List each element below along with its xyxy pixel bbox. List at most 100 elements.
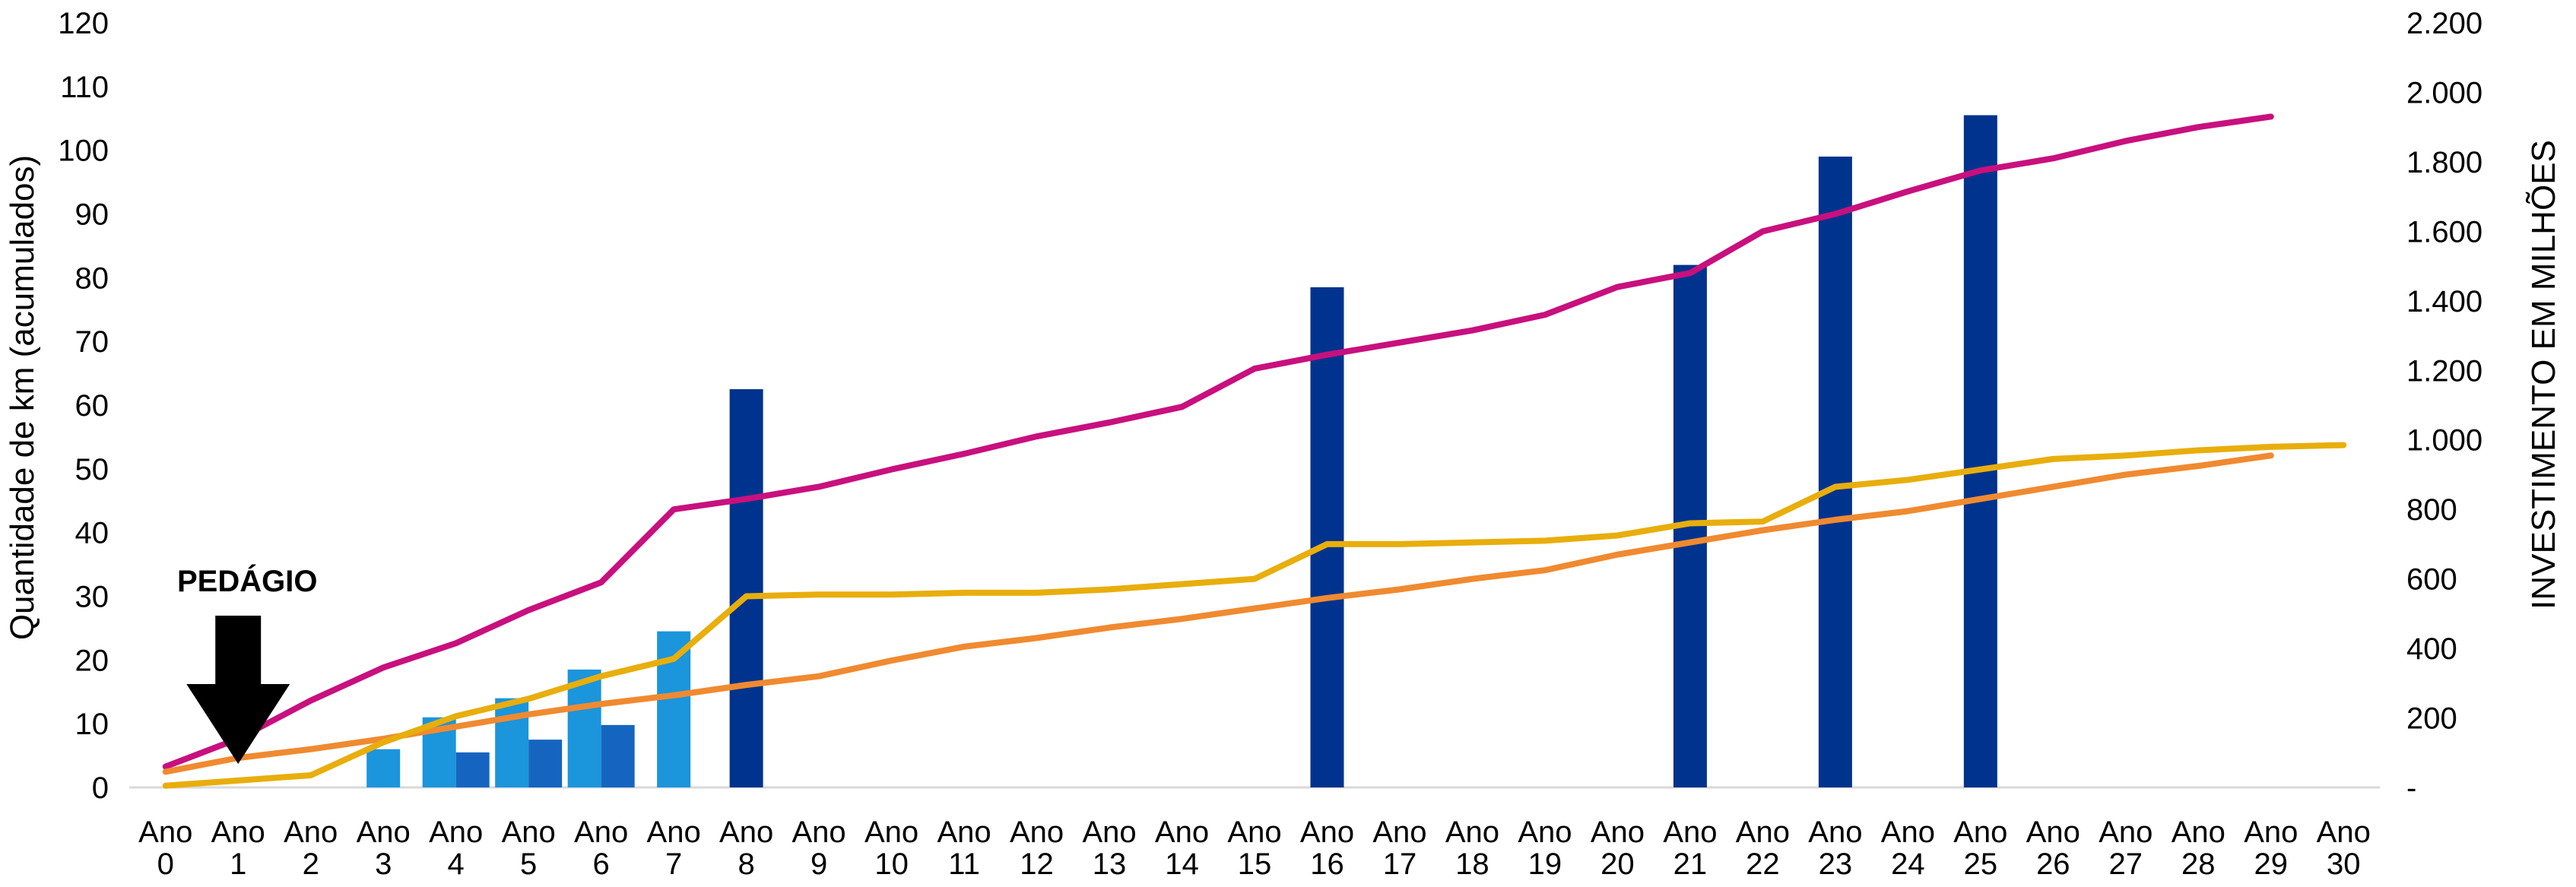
x-tick-label-word: Ano <box>1010 816 1064 849</box>
x-tick-label-number: 3 <box>375 847 392 881</box>
x-tick-label-number: 19 <box>1528 847 1562 881</box>
y-tick-label: 40 <box>75 517 109 550</box>
y2-tick-label: 1.800 <box>2406 146 2482 179</box>
x-tick-label-number: 30 <box>2327 847 2361 881</box>
series-line <box>162 442 2347 789</box>
x-tick-label-word: Ano <box>1082 816 1136 849</box>
x-tick-label-word: Ano <box>574 816 628 849</box>
y-tick-label: 90 <box>75 198 109 232</box>
x-tick-label-word: Ano <box>1736 816 1790 849</box>
y2-tick-label: - <box>2406 771 2416 805</box>
y-tick-label: 30 <box>75 581 109 614</box>
y-tick-label: 20 <box>75 644 109 677</box>
x-tick-label-number: 24 <box>1891 847 1925 881</box>
y-tick-label: 10 <box>75 708 109 741</box>
y2-tick-label: 600 <box>2406 563 2457 597</box>
x-tick-label-number: 23 <box>1819 847 1853 881</box>
x-tick-label-word: Ano <box>1663 816 1717 849</box>
x-tick-label-number: 29 <box>2254 847 2289 881</box>
x-tick-label-number: 11 <box>948 847 980 881</box>
x-tick-label-number: 21 <box>1673 847 1708 881</box>
line-series-group <box>162 113 2347 789</box>
x-tick-label-number: 20 <box>1600 847 1635 881</box>
y2-tick-label: 800 <box>2406 493 2457 527</box>
x-tick-label-number: 2 <box>303 847 319 881</box>
x-tick-label-number: 25 <box>1964 847 1998 881</box>
bar <box>495 698 529 787</box>
x-tick-label-word: Ano <box>647 816 701 849</box>
bar <box>528 740 563 787</box>
x-tick-label-number: 4 <box>448 847 465 881</box>
x-tick-label-number: 6 <box>593 847 610 881</box>
x-tick-label-number: 16 <box>1310 847 1344 881</box>
bar <box>657 631 691 787</box>
x-axis-ticks: Ano0Ano1Ano2Ano3Ano4Ano5Ano6Ano7Ano8Ano9… <box>138 816 2371 881</box>
y-tick-label: 0 <box>92 771 109 805</box>
x-tick-label-word: Ano <box>2244 816 2298 849</box>
y-tick-label: 70 <box>75 325 109 359</box>
x-tick-label-number: 8 <box>738 847 754 881</box>
toll-annotation: PEDÁGIO <box>177 564 317 764</box>
bar-series-group <box>366 115 1997 788</box>
x-tick-label-number: 27 <box>2109 847 2143 881</box>
y2-tick-label: 200 <box>2406 702 2457 736</box>
toll-annotation-label: PEDÁGIO <box>177 564 317 598</box>
bar <box>1818 157 1852 788</box>
bar <box>366 749 401 787</box>
y-tick-label: 100 <box>58 135 109 168</box>
bar <box>1310 287 1344 787</box>
x-tick-label-word: Ano <box>2172 816 2225 849</box>
x-tick-label-number: 9 <box>811 847 827 881</box>
x-tick-label-word: Ano <box>1300 816 1354 849</box>
x-tick-label-word: Ano <box>138 816 192 849</box>
y2-tick-label: 1.200 <box>2406 354 2482 388</box>
y2-tick-label: 2.000 <box>2406 76 2482 109</box>
x-tick-label-word: Ano <box>211 816 265 849</box>
y-axis-title: Quantidade de km (acumulados) <box>4 155 41 640</box>
x-tick-label-number: 22 <box>1746 847 1780 881</box>
y-tick-label: 110 <box>60 71 109 104</box>
x-tick-label-word: Ano <box>1155 816 1209 849</box>
x-tick-label-number: 17 <box>1383 847 1417 881</box>
x-tick-label-number: 10 <box>874 847 909 881</box>
x-tick-label-word: Ano <box>1591 816 1645 849</box>
x-tick-label-number: 14 <box>1165 847 1199 881</box>
down-arrow-icon <box>186 616 290 764</box>
x-tick-label-number: 28 <box>2181 847 2216 881</box>
x-tick-label-number: 7 <box>665 847 682 881</box>
y2-tick-label: 1.000 <box>2406 424 2482 458</box>
bar <box>1963 115 1997 787</box>
x-tick-label-word: Ano <box>792 816 846 849</box>
y2-tick-label: 400 <box>2406 632 2457 666</box>
x-tick-label-word: Ano <box>1808 816 1862 849</box>
y-tick-label: 80 <box>75 261 109 295</box>
x-tick-label-word: Ano <box>284 816 338 849</box>
y2-tick-label: 1.400 <box>2406 285 2482 318</box>
y2-axis-ticks: - 200 400 600 800 1.000 1.200 1.400 1.600 1.800 2.… <box>2406 7 2482 805</box>
x-tick-label-number: 26 <box>2036 847 2070 881</box>
x-tick-label-word: Ano <box>502 816 556 849</box>
series-line <box>162 113 2274 770</box>
x-tick-label-number: 0 <box>157 847 174 881</box>
x-tick-label-word: Ano <box>937 816 991 849</box>
y-tick-label: 120 <box>58 7 109 40</box>
x-tick-label-word: Ano <box>429 816 483 849</box>
y-axis-ticks: 0 10 20 30 40 50 60 70 80 90 100 110 120 <box>58 7 109 805</box>
x-tick-label-word: Ano <box>719 816 773 849</box>
y-tick-label: 50 <box>75 453 109 486</box>
x-tick-label-number: 5 <box>520 847 537 881</box>
x-tick-label-word: Ano <box>2026 816 2080 849</box>
bar <box>567 669 601 787</box>
x-tick-label-word: Ano <box>864 816 918 849</box>
x-tick-label-number: 15 <box>1238 847 1272 881</box>
x-tick-label-number: 13 <box>1093 847 1127 881</box>
series-line <box>162 452 2274 775</box>
x-tick-label-number: 18 <box>1455 847 1489 881</box>
x-tick-label-word: Ano <box>1372 816 1426 849</box>
y2-tick-label: 1.600 <box>2406 215 2482 249</box>
x-tick-label-word: Ano <box>2317 816 2371 849</box>
y-tick-label: 60 <box>75 389 109 423</box>
bar <box>601 724 635 787</box>
y2-axis-title: INVESTIMENTO EM MILHÕES <box>2524 140 2562 610</box>
